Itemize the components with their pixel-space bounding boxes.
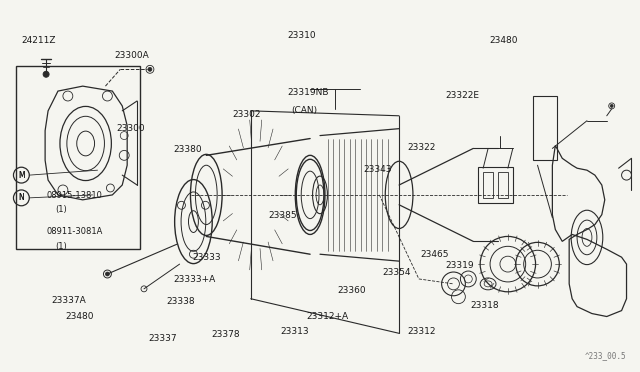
Text: (1): (1) — [56, 242, 67, 251]
Text: M: M — [18, 171, 25, 180]
Text: 23312+A: 23312+A — [306, 312, 348, 321]
Text: 23318: 23318 — [470, 301, 499, 310]
Text: 23310: 23310 — [287, 31, 316, 40]
Circle shape — [106, 272, 109, 276]
Circle shape — [148, 67, 152, 71]
Text: 23343: 23343 — [363, 165, 392, 174]
Text: 08911-3081A: 08911-3081A — [47, 228, 103, 237]
Text: 23333+A: 23333+A — [173, 275, 216, 284]
Text: 23312: 23312 — [407, 327, 436, 336]
Text: 23480: 23480 — [66, 312, 94, 321]
Text: 24211Z: 24211Z — [21, 36, 56, 45]
Text: 23302: 23302 — [233, 110, 261, 119]
Bar — [478, 167, 513, 203]
Text: 23480: 23480 — [490, 36, 518, 45]
Text: 23313: 23313 — [281, 327, 309, 336]
Text: 23300A: 23300A — [115, 51, 149, 60]
Bar — [17, 66, 140, 249]
Text: ^233_00.5: ^233_00.5 — [585, 352, 627, 360]
Text: 23319NB: 23319NB — [287, 88, 328, 97]
Bar — [483, 172, 493, 198]
Text: 23300: 23300 — [116, 125, 145, 134]
Bar — [498, 172, 508, 198]
Circle shape — [610, 105, 613, 108]
Text: 08915-13810: 08915-13810 — [47, 191, 102, 200]
Text: N: N — [19, 193, 24, 202]
Text: 23337: 23337 — [148, 334, 177, 343]
Text: 23322E: 23322E — [445, 92, 479, 100]
Text: 23360: 23360 — [338, 286, 366, 295]
Text: 23465: 23465 — [420, 250, 449, 259]
Text: 23378: 23378 — [211, 330, 240, 340]
Text: N: N — [19, 193, 24, 202]
Text: 23338: 23338 — [167, 297, 195, 307]
Text: (1): (1) — [56, 205, 67, 214]
Text: (CAN): (CAN) — [292, 106, 317, 115]
Circle shape — [43, 71, 49, 77]
Text: M: M — [18, 171, 25, 180]
Text: 23385: 23385 — [268, 211, 297, 220]
Text: 23380: 23380 — [173, 145, 202, 154]
Text: 23337A: 23337A — [51, 295, 86, 305]
Bar — [532, 96, 557, 160]
Text: 23354: 23354 — [382, 268, 410, 277]
Text: 23319: 23319 — [445, 260, 474, 270]
Text: 23333: 23333 — [192, 253, 221, 262]
Text: 23322: 23322 — [407, 143, 436, 152]
